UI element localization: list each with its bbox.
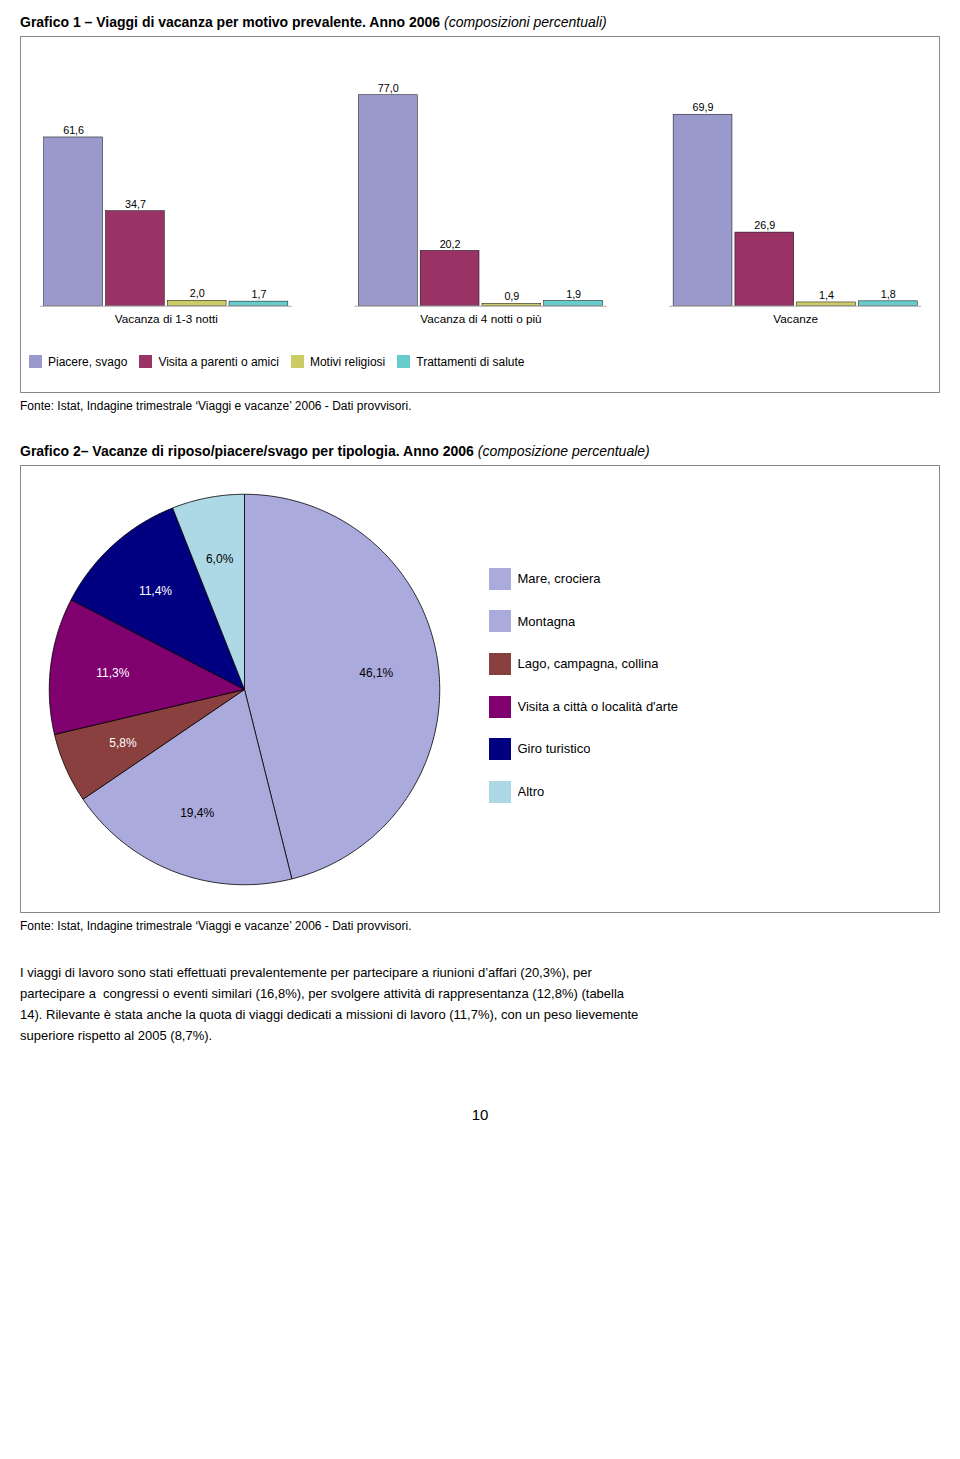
svg-text:6,0%: 6,0%	[206, 552, 234, 566]
html-text:Mare, crociera: Mare, crociera	[517, 571, 601, 587]
svg-text:Vacanze: Vacanze	[773, 312, 818, 325]
html-text:Montagna: Montagna	[517, 613, 576, 629]
html-text:Visita a città o località d'ar: Visita a città o località d'arte	[517, 698, 678, 714]
html-text:Piacere, svago: Piacere, svago	[48, 354, 128, 369]
html-text:14). Rilevante è stata anche l: 14). Rilevante è stata anche la quota di…	[20, 1006, 639, 1022]
svg-text:5,8%: 5,8%	[109, 736, 137, 750]
svg-text:19,4%: 19,4%	[180, 807, 214, 821]
html-text:10: 10	[471, 1106, 489, 1124]
html-text:Giro turistico: Giro turistico	[517, 741, 591, 757]
html-text:superiore rispetto al 2005 (8,: superiore rispetto al 2005 (8,7%).	[20, 1027, 213, 1043]
svg-text:34,7: 34,7	[125, 198, 146, 210]
svg-text:46,1%: 46,1%	[359, 666, 393, 680]
svg-text:11,4%: 11,4%	[139, 584, 172, 598]
html-text:Fonte: Istat, Indagine trimest: Fonte: Istat, Indagine trimestrale ‘Viag…	[20, 399, 412, 414]
html-text:Grafico 2– Vacanze di riposo/p: Grafico 2– Vacanze di riposo/piacere/sva…	[20, 443, 650, 460]
html-text:Visita a parenti o amici: Visita a parenti o amici	[158, 354, 279, 369]
svg-text:11,3%: 11,3%	[96, 666, 129, 680]
svg-text:1,9: 1,9	[566, 288, 581, 300]
svg-text:69,9: 69,9	[693, 101, 714, 113]
html-text:Altro: Altro	[517, 784, 545, 800]
svg-text:20,2: 20,2	[440, 238, 461, 250]
svg-text:2,0: 2,0	[190, 287, 205, 299]
html-text:Grafico 1 – Viaggi di vacanza: Grafico 1 – Viaggi di vacanza per motivo…	[20, 14, 607, 30]
svg-text:1,8: 1,8	[881, 288, 896, 300]
html-text:Trattamenti di salute: Trattamenti di salute	[416, 354, 525, 369]
svg-text:1,4: 1,4	[819, 289, 834, 301]
svg-text:Vacanza di 4 notti o più: Vacanza di 4 notti o più	[420, 312, 541, 325]
html-text:I viaggi di lavoro sono stati: I viaggi di lavoro sono stati effettuati…	[20, 965, 592, 981]
svg-text:1,7: 1,7	[251, 288, 266, 300]
svg-text:26,9: 26,9	[754, 219, 775, 231]
html-text:Lago, campagna, collina: Lago, campagna, collina	[517, 656, 659, 672]
html-text:Motivi religiosi: Motivi religiosi	[309, 354, 386, 369]
svg-text:61,6: 61,6	[63, 124, 84, 136]
html-text:Fonte: Istat, Indagine trimest: Fonte: Istat, Indagine trimestrale ‘Viag…	[20, 919, 412, 934]
html-text:partecipare a congressi o even: partecipare a congressi o eventi similar…	[20, 985, 625, 1001]
svg-text:Vacanza di 1-3 notti: Vacanza di 1-3 notti	[115, 312, 218, 325]
svg-text:77,0: 77,0	[378, 82, 399, 94]
svg-text:0,9: 0,9	[504, 290, 519, 302]
